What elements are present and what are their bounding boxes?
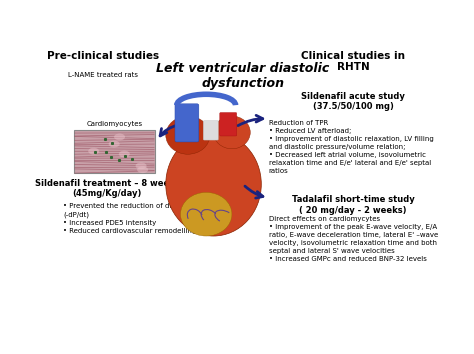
Ellipse shape — [213, 116, 250, 149]
Ellipse shape — [136, 162, 146, 169]
FancyBboxPatch shape — [203, 121, 219, 140]
Text: • Prevented the reduction of diastolic relaxation
(-dP/dt)
• Increased PDE5 inte: • Prevented the reduction of diastolic r… — [63, 203, 231, 234]
Bar — [74, 130, 155, 173]
Text: Reduction of TPR: Reduction of TPR — [269, 120, 328, 126]
Text: Direct effects on cardiomycytes: Direct effects on cardiomycytes — [269, 216, 380, 222]
Text: Sildenafil acute study
(37.5/50/100 mg): Sildenafil acute study (37.5/50/100 mg) — [301, 92, 405, 111]
Text: Sildenafil treatment – 8 weeks
(45mg/Kg/day): Sildenafil treatment – 8 weeks (45mg/Kg/… — [35, 179, 179, 198]
Text: L-NAME treated rats: L-NAME treated rats — [68, 73, 138, 79]
Text: Cardiomyocytes: Cardiomyocytes — [86, 121, 142, 127]
Ellipse shape — [114, 133, 125, 140]
FancyBboxPatch shape — [220, 113, 237, 136]
FancyBboxPatch shape — [175, 104, 199, 142]
Ellipse shape — [119, 150, 130, 158]
Text: • Improvement of the peak E-wave velocity, E/A
ratio, E-wave deceleration time, : • Improvement of the peak E-wave velocit… — [269, 224, 438, 262]
Text: • Reduced LV afterload;
• Improvement of diastolic relaxation, LV filling
and di: • Reduced LV afterload; • Improvement of… — [269, 129, 433, 174]
Ellipse shape — [137, 166, 148, 173]
Text: Clinical studies in
RHTN: Clinical studies in RHTN — [301, 51, 405, 72]
Ellipse shape — [88, 148, 99, 155]
Ellipse shape — [166, 132, 261, 236]
Ellipse shape — [181, 193, 232, 236]
Text: Left ventricular diastolic
dysfunction: Left ventricular diastolic dysfunction — [156, 62, 329, 90]
Ellipse shape — [109, 141, 119, 147]
Text: Tadalafil short-time study
( 20 mg/day - 2 weeks): Tadalafil short-time study ( 20 mg/day -… — [292, 195, 414, 215]
Ellipse shape — [166, 116, 210, 154]
Text: Pre-clinical studies: Pre-clinical studies — [47, 51, 159, 61]
